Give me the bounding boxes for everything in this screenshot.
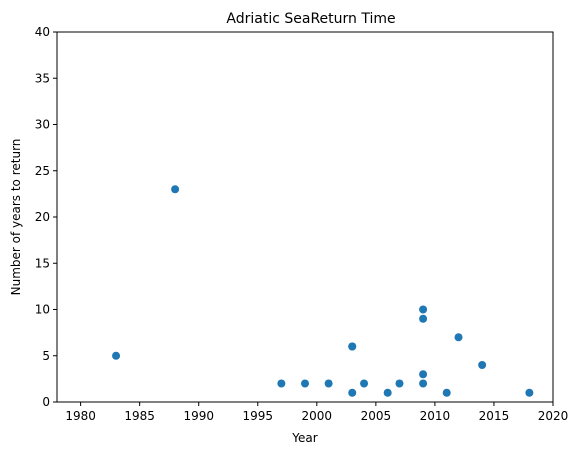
x-tick-label: 1985: [124, 409, 155, 423]
data-point: [419, 370, 428, 379]
data-point: [112, 351, 121, 360]
data-point: [419, 314, 428, 323]
y-tick-label: 30: [35, 118, 50, 132]
x-tick-label: 2000: [302, 409, 333, 423]
plot-area-frame: [56, 31, 554, 403]
y-tick-label: 15: [35, 256, 50, 270]
data-point: [360, 379, 369, 388]
y-tick-label: 10: [35, 303, 50, 317]
y-tick-label: 35: [35, 71, 50, 85]
data-point: [454, 333, 463, 342]
y-tick-label: 20: [35, 210, 50, 224]
data-point: [442, 388, 451, 397]
data-point: [395, 379, 404, 388]
x-tick-label: 1980: [65, 409, 96, 423]
data-point: [277, 379, 286, 388]
y-axis-label: Number of years to return: [9, 139, 23, 296]
data-point: [419, 379, 428, 388]
y-tick-label: 5: [42, 349, 50, 363]
y-axis-ticks: 0 5 10 15 20 25 30 35 40: [35, 25, 57, 409]
x-tick-label: 1995: [242, 409, 273, 423]
y-tick-label: 40: [35, 25, 50, 39]
y-tick-label: 0: [42, 395, 50, 409]
x-tick-label: 2005: [361, 409, 392, 423]
x-tick-label: 2015: [479, 409, 510, 423]
x-axis-ticks: 1980 1985 1990 1995 2000 2005 2010 2015 2020: [65, 402, 568, 423]
data-point: [348, 342, 357, 351]
x-tick-label: 2010: [420, 409, 451, 423]
y-tick-label: 25: [35, 164, 50, 178]
data-point: [383, 388, 392, 397]
x-tick-label: 2020: [538, 409, 569, 423]
data-point: [419, 305, 428, 314]
chart-title: Adriatic SeaReturn Time: [226, 11, 395, 27]
x-axis-label: Year: [291, 431, 317, 445]
data-point: [301, 379, 309, 388]
x-tick-label: 1990: [183, 409, 214, 423]
data-point: [478, 361, 487, 369]
data-point: [324, 379, 333, 388]
data-point: [525, 388, 534, 397]
data-point: [348, 388, 357, 397]
data-points: [112, 185, 534, 397]
data-point: [171, 185, 180, 194]
